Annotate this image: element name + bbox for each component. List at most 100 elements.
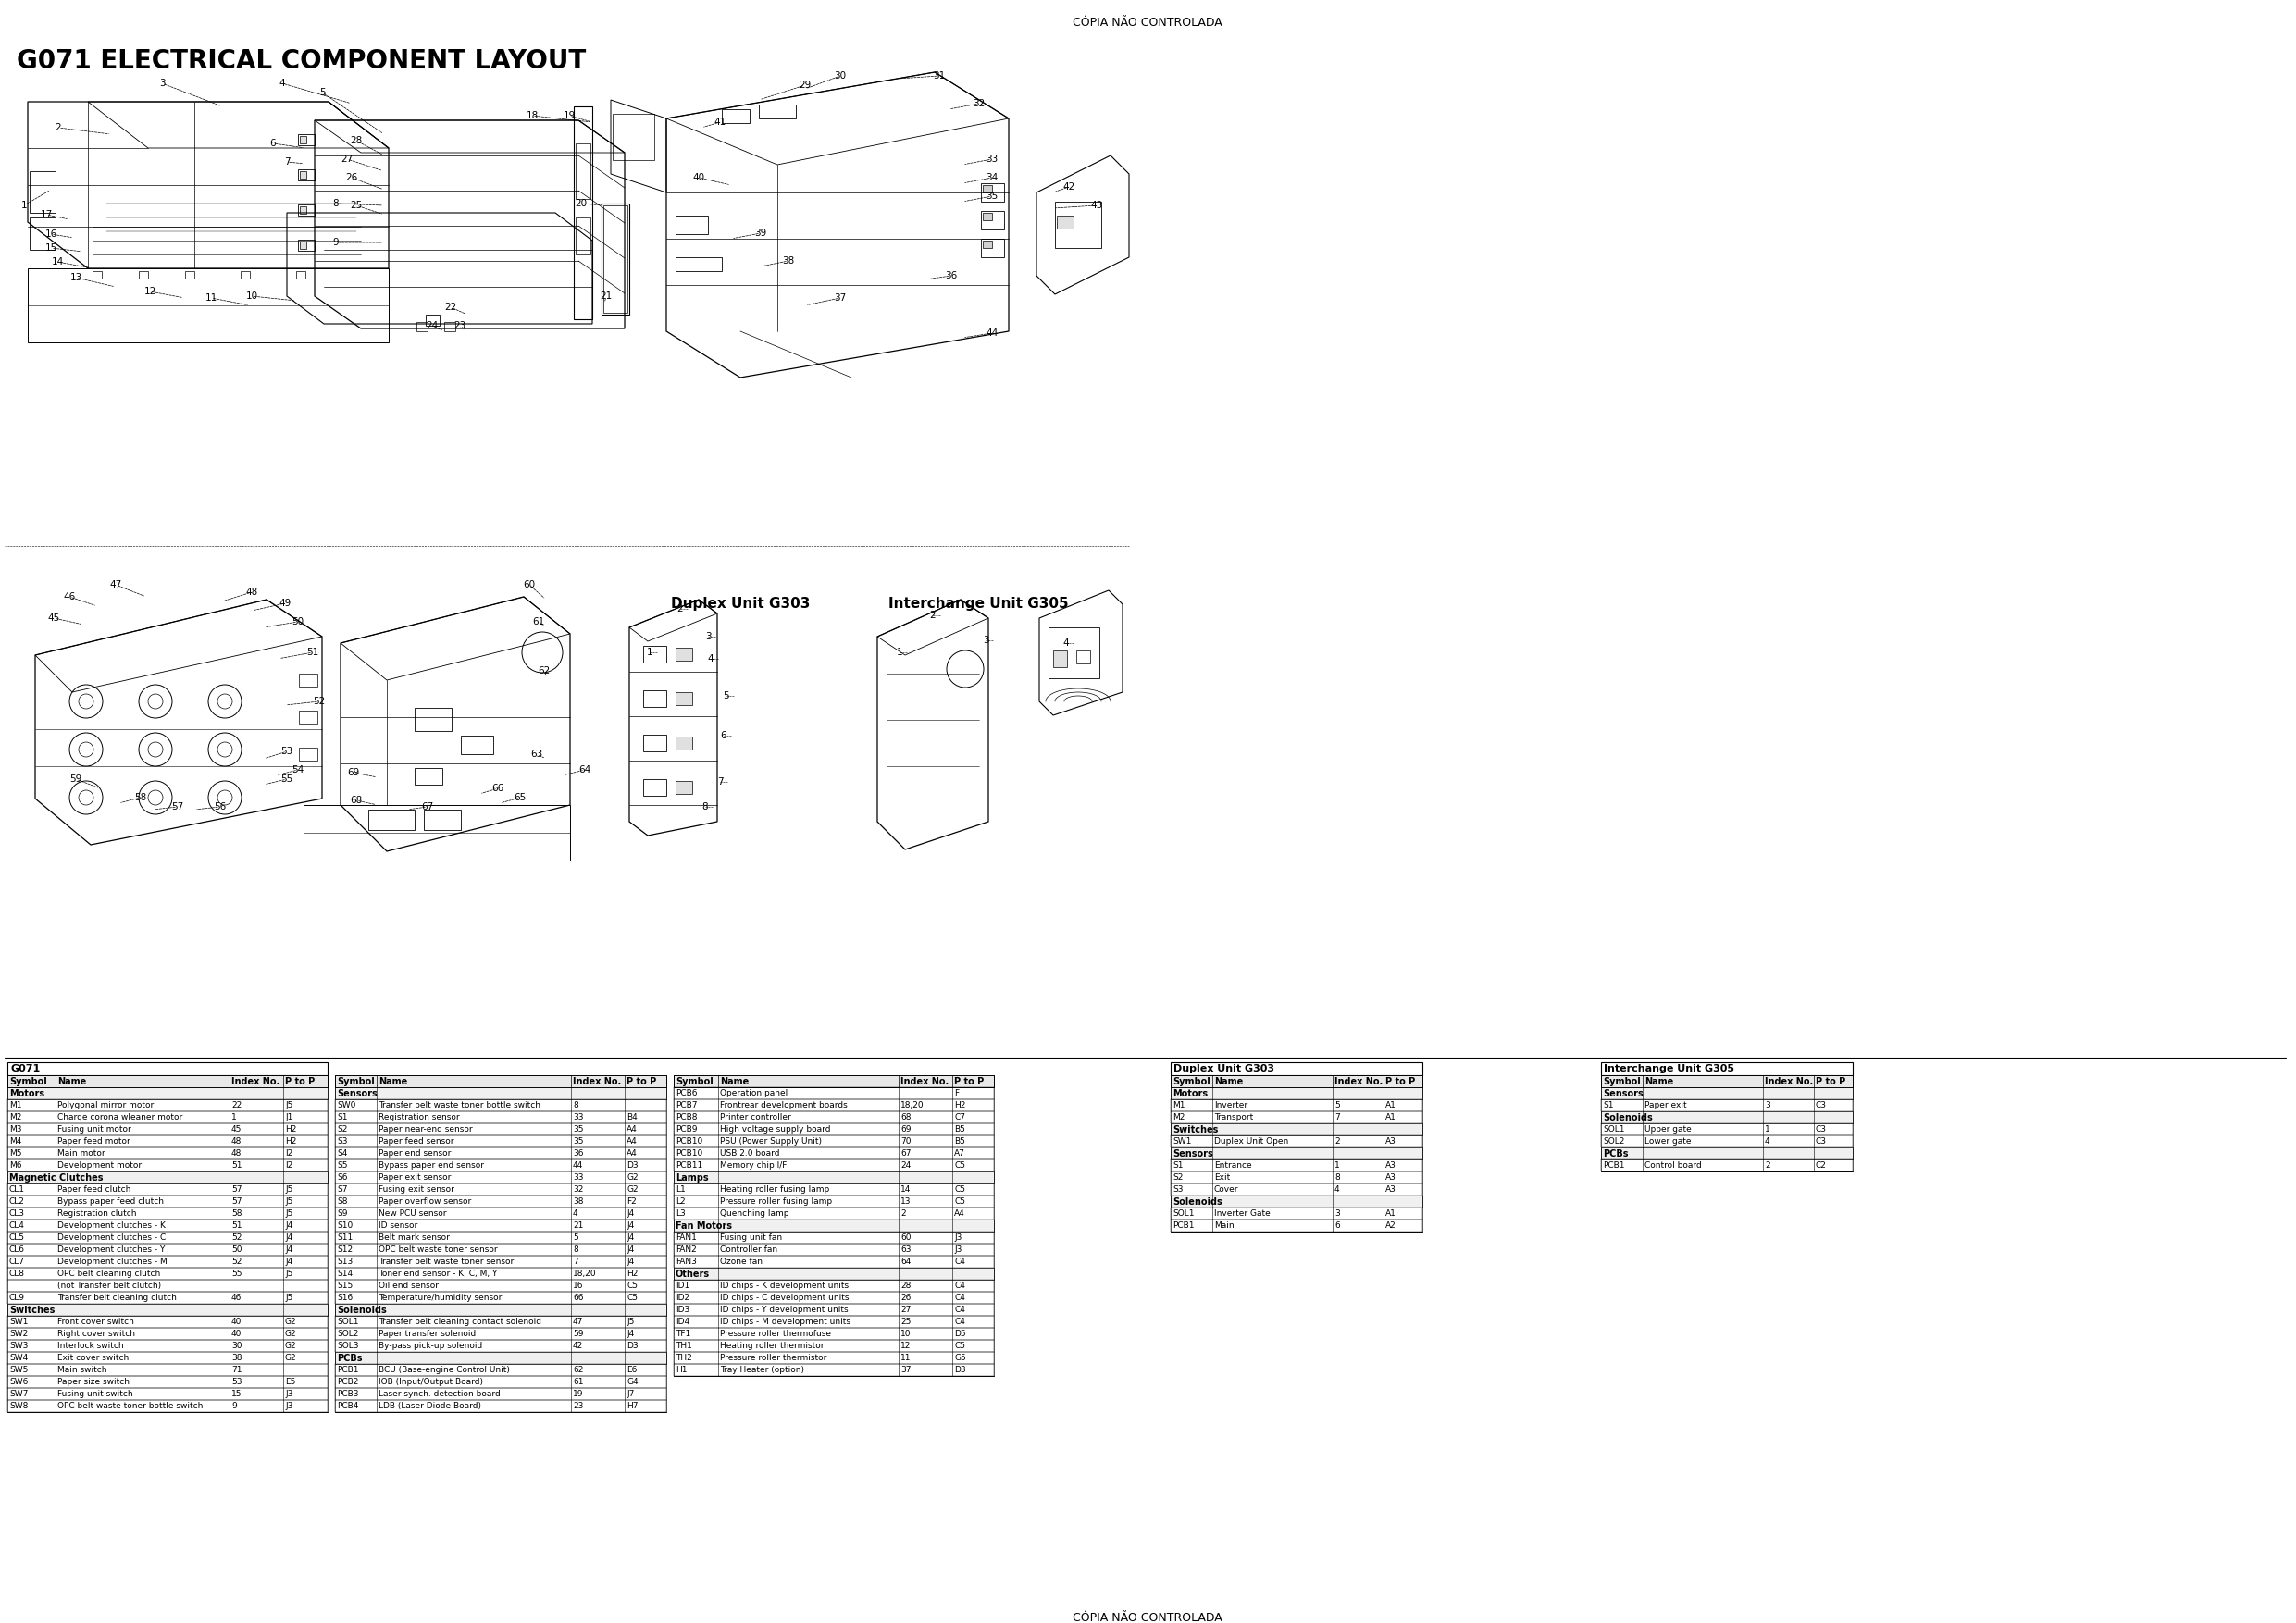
Text: 61: 61 — [572, 1378, 583, 1386]
Text: A4: A4 — [627, 1125, 638, 1133]
Text: TH1: TH1 — [675, 1342, 691, 1350]
Text: 44: 44 — [572, 1162, 583, 1170]
Text: 21: 21 — [599, 292, 613, 300]
Bar — [7, 1316, 328, 1328]
Text: 64: 64 — [579, 764, 590, 774]
Text: Symbol: Symbol — [675, 1078, 714, 1086]
Text: J5: J5 — [285, 1185, 294, 1193]
Text: 33: 33 — [985, 154, 999, 164]
Text: S7: S7 — [338, 1185, 347, 1193]
Text: PCB3: PCB3 — [338, 1389, 358, 1397]
Text: OPC belt waste toner sensor: OPC belt waste toner sensor — [379, 1245, 498, 1255]
Text: D5: D5 — [955, 1329, 967, 1337]
Text: 35: 35 — [572, 1138, 583, 1146]
Text: Name: Name — [379, 1078, 406, 1086]
Text: Duplex Unit Open: Duplex Unit Open — [1215, 1138, 1288, 1146]
Bar — [980, 239, 1003, 256]
Text: J4: J4 — [285, 1258, 292, 1266]
Text: 58: 58 — [232, 1209, 241, 1217]
Text: F2: F2 — [627, 1198, 636, 1206]
Text: 63: 63 — [530, 750, 542, 760]
Text: 25: 25 — [900, 1318, 912, 1326]
Text: A1: A1 — [1384, 1209, 1396, 1217]
Text: C3: C3 — [1816, 1100, 1828, 1110]
Text: 43: 43 — [1091, 201, 1102, 209]
Bar — [673, 1341, 994, 1352]
Text: Main switch: Main switch — [57, 1367, 108, 1375]
Text: S12: S12 — [338, 1245, 354, 1255]
Text: L3: L3 — [675, 1209, 687, 1217]
Bar — [335, 1341, 666, 1352]
Bar — [7, 1099, 328, 1112]
Bar — [1600, 1099, 1853, 1112]
Text: SOL1: SOL1 — [1173, 1209, 1194, 1217]
Bar — [760, 104, 797, 118]
Bar — [673, 1087, 994, 1099]
Bar — [673, 1159, 994, 1172]
Bar — [7, 1183, 328, 1196]
Text: 27: 27 — [900, 1305, 912, 1315]
Text: PCB10: PCB10 — [675, 1149, 703, 1157]
Text: 23: 23 — [572, 1402, 583, 1410]
Text: Right cover switch: Right cover switch — [57, 1329, 135, 1337]
Text: Symbol: Symbol — [1603, 1078, 1642, 1086]
Text: Bypass paper end sensor: Bypass paper end sensor — [379, 1162, 484, 1170]
Text: J4: J4 — [627, 1258, 634, 1266]
Text: Bypass paper feed clutch: Bypass paper feed clutch — [57, 1198, 163, 1206]
Bar — [673, 1328, 994, 1341]
Bar — [416, 321, 427, 331]
Text: 2: 2 — [1766, 1162, 1770, 1170]
Text: Registration sensor: Registration sensor — [379, 1113, 459, 1121]
Text: CL2: CL2 — [9, 1198, 25, 1206]
Text: G2: G2 — [627, 1185, 638, 1193]
Bar — [613, 114, 654, 161]
Text: M3: M3 — [9, 1125, 21, 1133]
Text: S2: S2 — [1173, 1173, 1182, 1182]
Text: 51: 51 — [232, 1162, 241, 1170]
Text: Temperature/humidity sensor: Temperature/humidity sensor — [379, 1294, 503, 1302]
Text: 49: 49 — [278, 599, 292, 609]
Text: 70: 70 — [900, 1138, 912, 1146]
Text: M6: M6 — [9, 1162, 21, 1170]
Text: Development clutches - M: Development clutches - M — [57, 1258, 168, 1266]
Text: 59: 59 — [69, 774, 83, 784]
Text: Solenoids: Solenoids — [338, 1305, 386, 1315]
Text: Name: Name — [1644, 1078, 1674, 1086]
Bar — [1171, 1208, 1424, 1219]
Text: Paper transfer solenoid: Paper transfer solenoid — [379, 1329, 475, 1337]
Text: 3: 3 — [983, 636, 990, 644]
Text: SW1: SW1 — [9, 1318, 28, 1326]
Text: S6: S6 — [338, 1173, 347, 1182]
Text: S3: S3 — [1173, 1185, 1182, 1193]
Text: 13: 13 — [900, 1198, 912, 1206]
Text: 18: 18 — [526, 110, 537, 120]
Text: 8: 8 — [1334, 1173, 1341, 1182]
Text: 48: 48 — [232, 1138, 241, 1146]
Text: C5: C5 — [955, 1185, 964, 1193]
Bar — [675, 648, 691, 661]
Bar — [335, 1219, 666, 1232]
Text: M4: M4 — [9, 1138, 21, 1146]
Bar — [7, 1341, 328, 1352]
Text: SOL1: SOL1 — [338, 1318, 358, 1326]
Text: 25: 25 — [351, 201, 363, 209]
Text: 56: 56 — [214, 802, 227, 812]
Text: 10: 10 — [900, 1329, 912, 1337]
Text: 36: 36 — [572, 1149, 583, 1157]
Text: 7: 7 — [285, 157, 289, 167]
Text: Interchange Unit G305: Interchange Unit G305 — [1605, 1065, 1733, 1073]
Text: Lower gate: Lower gate — [1644, 1138, 1692, 1146]
Text: Name: Name — [721, 1078, 748, 1086]
Bar — [1171, 1099, 1424, 1112]
Bar — [675, 256, 721, 271]
Text: Index No.: Index No. — [1766, 1078, 1814, 1086]
Text: Paper overflow sensor: Paper overflow sensor — [379, 1198, 471, 1206]
Text: 54: 54 — [292, 764, 303, 774]
Text: 51: 51 — [232, 1222, 241, 1230]
Bar — [335, 1136, 666, 1147]
Text: Ozone fan: Ozone fan — [721, 1258, 762, 1266]
Text: G2: G2 — [285, 1354, 296, 1362]
Text: 47: 47 — [572, 1318, 583, 1326]
Text: Inverter Gate: Inverter Gate — [1215, 1209, 1270, 1217]
Bar — [296, 271, 305, 279]
